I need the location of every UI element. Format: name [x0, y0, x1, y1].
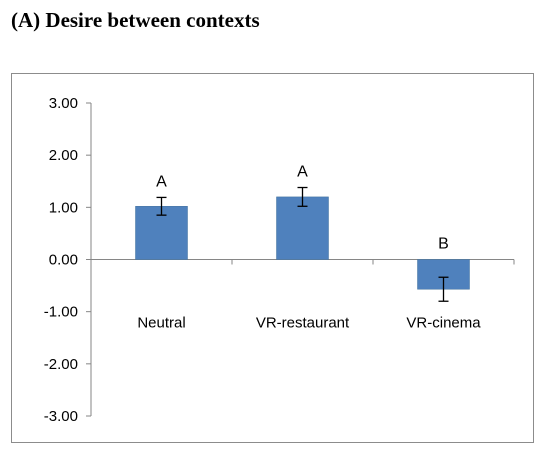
y-tick-label: -3.00 — [44, 408, 78, 425]
y-tick-label: 2.00 — [49, 147, 78, 164]
y-tick-label: -1.00 — [44, 304, 78, 321]
category-label: VR-restaurant — [256, 314, 350, 331]
category-label: Neutral — [137, 314, 185, 331]
y-tick-label: 1.00 — [49, 199, 78, 216]
significance-label: A — [156, 173, 167, 190]
y-tick-label: -2.00 — [44, 356, 78, 373]
y-tick-label: 0.00 — [49, 252, 78, 269]
significance-label: A — [297, 164, 308, 181]
y-tick-label: 3.00 — [49, 95, 78, 112]
y-axis-tick-labels: 3.00 2.00 1.00 0.00 -1.00 -2.00 -3.00 — [44, 95, 78, 425]
bars — [136, 197, 470, 289]
significance-label: B — [438, 236, 449, 253]
category-label: VR-cinema — [406, 314, 481, 331]
category-labels: Neutral VR-restaurant VR-cinema — [137, 314, 481, 331]
